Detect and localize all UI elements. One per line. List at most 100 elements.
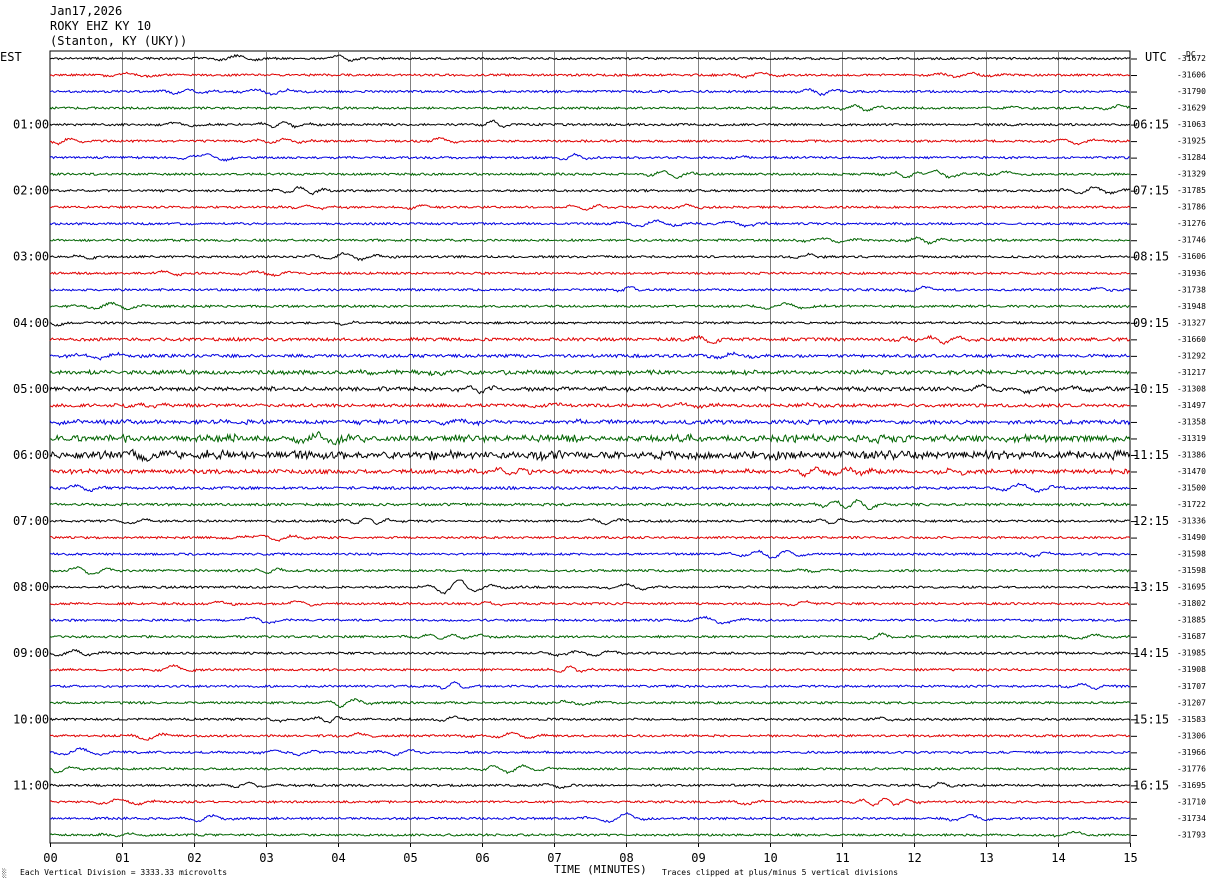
trace-line (49, 649, 1131, 658)
trace-line (49, 236, 1131, 245)
x-tick-label: 08 (619, 851, 633, 865)
dc-offset-label: -31785 (1177, 186, 1206, 195)
dc-offset-label: -31936 (1177, 269, 1206, 278)
est-hour-label: 08:00 (13, 580, 49, 594)
x-tick-label: 15 (1123, 851, 1137, 865)
trace-line (49, 136, 1131, 146)
dc-offset-label: -31687 (1177, 632, 1206, 641)
dc-offset-label: -31207 (1177, 698, 1206, 707)
dc-offset-label: -31710 (1177, 797, 1206, 806)
dc-offset-label: -31885 (1177, 616, 1206, 625)
utc-hour-label: 16:15 (1133, 778, 1169, 792)
dc-offset-label: -31802 (1177, 599, 1206, 608)
trace-line (49, 517, 1131, 526)
trace-line (49, 697, 1131, 709)
plot-date: Jan17,2026 (50, 4, 123, 18)
trace-line (49, 53, 1131, 62)
trace-line (49, 401, 1131, 409)
trace-line (49, 103, 1131, 112)
trace-line (49, 615, 1131, 625)
trace-line (49, 746, 1131, 757)
utc-hour-label: 10:15 (1133, 382, 1169, 396)
dc-offset-label: -31276 (1177, 219, 1206, 228)
x-tick-label: 10 (763, 851, 777, 865)
x-tick-label: 13 (979, 851, 993, 865)
dc-offset-label: -31925 (1177, 137, 1206, 146)
utc-hour-label: 08:15 (1133, 250, 1169, 264)
clip-note: Traces clipped at plus/minus 5 vertical … (662, 868, 899, 877)
est-hour-label: 03:00 (13, 250, 49, 264)
trace-line (49, 351, 1131, 361)
x-tick-label: 14 (1051, 851, 1065, 865)
trace-line (49, 731, 1131, 741)
dc-offset-label: -31660 (1177, 335, 1206, 344)
dc-offset-label: -31606 (1177, 252, 1206, 261)
dc-offset-label: -31746 (1177, 236, 1206, 245)
trace-line (49, 680, 1131, 691)
trace-line (49, 383, 1130, 395)
dc-offset-label: -31358 (1177, 417, 1206, 426)
trace-line (49, 418, 1131, 427)
trace-line (49, 498, 1131, 511)
dc-offset-label: -31695 (1177, 583, 1206, 592)
trace-line (49, 466, 1131, 478)
est-hour-label: 11:00 (13, 778, 49, 792)
trace-line (49, 812, 1131, 824)
trace-line (49, 320, 1131, 327)
trace-line (49, 251, 1131, 262)
trace-line (49, 152, 1130, 162)
dc-offset-label: -31319 (1177, 434, 1206, 443)
utc-hour-label: 07:15 (1133, 184, 1169, 198)
x-tick-label: 12 (907, 851, 921, 865)
x-tick-label: 07 (547, 851, 561, 865)
trace-line (49, 169, 1131, 179)
x-tick-label: 09 (691, 851, 705, 865)
est-hour-label: 02:00 (13, 184, 49, 198)
station-name: ROKY EHZ KY 10 (50, 19, 152, 33)
dc-offset-label: -31327 (1177, 318, 1206, 327)
utc-axis-label: UTC (1145, 50, 1167, 64)
trace-line (49, 482, 1131, 493)
trace-line (49, 334, 1131, 345)
trace-line (49, 533, 1131, 542)
trace-line (49, 663, 1131, 674)
est-hour-label: 05:00 (13, 382, 49, 396)
trace-line (49, 715, 1131, 724)
x-tick-label: 04 (331, 851, 345, 865)
dc-offset-label: -31306 (1177, 731, 1206, 740)
trace-line (49, 285, 1131, 293)
trace-line (49, 368, 1131, 377)
trace-line (49, 763, 1131, 775)
dc-offset-label: -31790 (1177, 87, 1206, 96)
corner-mark: ░ (2, 869, 7, 878)
trace-line (49, 549, 1131, 559)
dc-offset-label: -31908 (1177, 665, 1206, 674)
x-tick-label: 05 (403, 851, 417, 865)
trace-line (49, 71, 1131, 79)
utc-hour-label: 14:15 (1133, 646, 1169, 660)
dc-offset-label: -31966 (1177, 748, 1206, 757)
dc-offset-label: -31695 (1177, 781, 1206, 790)
dc-offset-label: -31490 (1177, 533, 1206, 542)
dc-offset-label: -31329 (1177, 170, 1206, 179)
x-tick-label: 06 (475, 851, 489, 865)
dc-offset-label: -31629 (1177, 104, 1206, 113)
utc-hour-label: 13:15 (1133, 580, 1169, 594)
dc-offset-label: -31063 (1177, 120, 1206, 129)
utc-hour-label: 15:15 (1133, 712, 1169, 726)
x-tick-label: 11 (835, 851, 849, 865)
dc-offset-label: -31470 (1177, 467, 1206, 476)
dc-offset-label: -31284 (1177, 153, 1206, 162)
trace-line (49, 448, 1131, 463)
trace-line (49, 797, 1131, 807)
utc-hour-label: 06:15 (1133, 118, 1169, 132)
trace-line (49, 87, 1131, 97)
est-hour-label: 01:00 (13, 118, 49, 132)
dc-offset-label: -31386 (1177, 450, 1206, 459)
est-hour-label: 04:00 (13, 316, 49, 330)
station-location: (Stanton, KY (UKY)) (50, 34, 188, 48)
dc-offset-label: -31786 (1177, 203, 1206, 212)
dc-offset-label: -31948 (1177, 302, 1206, 311)
trace-line (49, 203, 1131, 211)
